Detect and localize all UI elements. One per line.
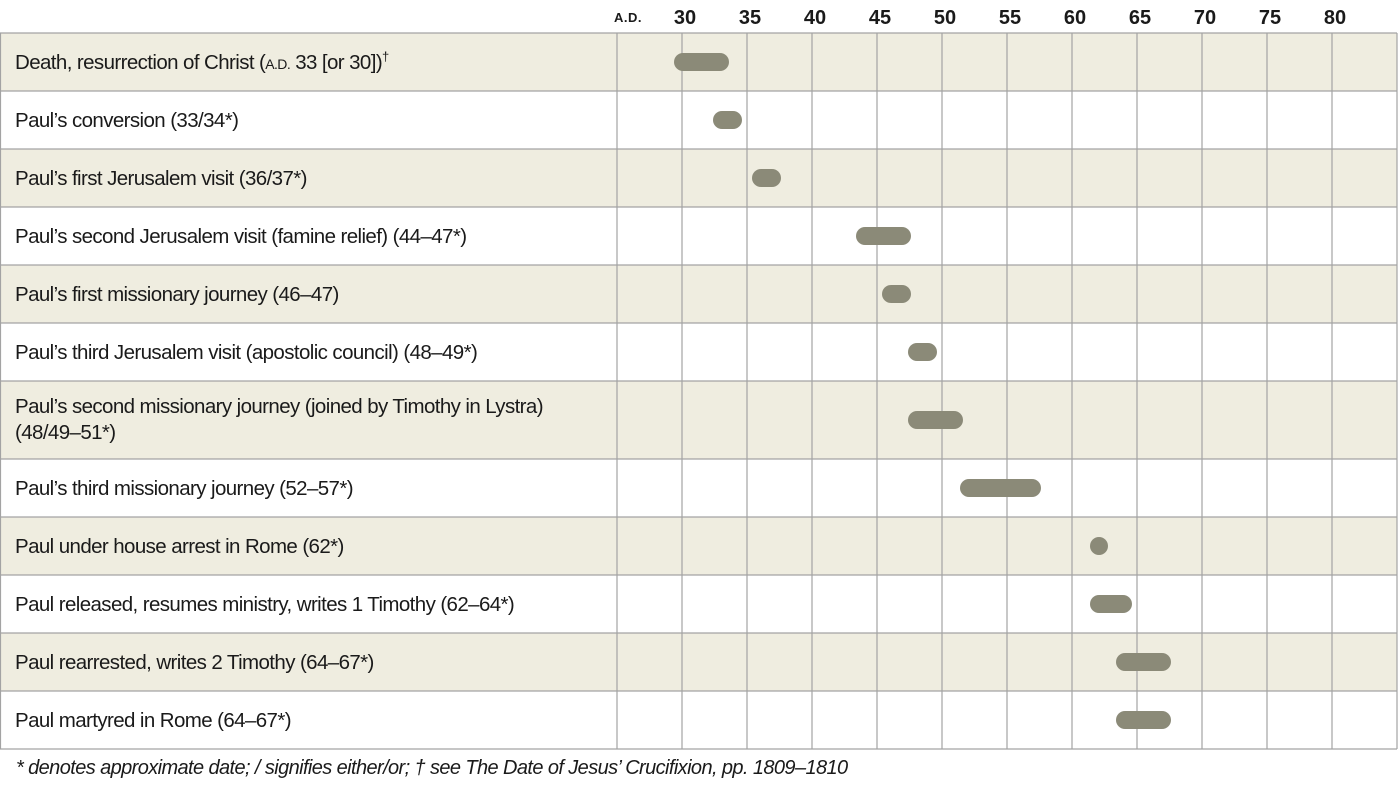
date-range-bar (1090, 595, 1132, 613)
tick-label: 75 (1259, 7, 1281, 29)
row-label: Paul’s conversion (33/34*) (15, 109, 238, 132)
row-label: Paul’s first missionary journey (46–47) (15, 283, 339, 306)
row-label: Paul’s third missionary journey (52–57*) (15, 477, 353, 500)
tick-label: 30 (674, 7, 696, 29)
date-range-bar (674, 53, 729, 71)
tick-label: 35 (739, 7, 761, 29)
row-background (0, 459, 1397, 517)
tick-label: 55 (999, 7, 1021, 29)
footnote: * denotes approximate date; / signifies … (16, 757, 848, 779)
row-label: Paul martyred in Rome (64–67*) (15, 709, 291, 732)
row-label: Death, resurrection of Christ (A.D. 33 [… (15, 49, 389, 74)
row-background (0, 575, 1397, 633)
row-label: Paul rearrested, writes 2 Timothy (64–67… (15, 651, 374, 674)
era-label: A.D. (614, 10, 642, 25)
row-background (0, 207, 1397, 265)
tick-label: 80 (1324, 7, 1346, 29)
row-label-continued: (48/49–51*) (15, 421, 116, 444)
date-range-bar (713, 111, 742, 129)
date-range-bar (856, 227, 911, 245)
date-range-bar (752, 169, 781, 187)
tick-label: 70 (1194, 7, 1216, 29)
tick-label: 65 (1129, 7, 1151, 29)
row-background (0, 265, 1397, 323)
date-range-bar (1116, 711, 1171, 729)
row-label: Paul’s third Jerusalem visit (apostolic … (15, 341, 477, 364)
row-label: Paul’s first Jerusalem visit (36/37*) (15, 167, 307, 190)
row-label: Paul’s second Jerusalem visit (famine re… (15, 225, 466, 248)
date-range-bar (908, 411, 963, 429)
row-background (0, 517, 1397, 575)
row-background (0, 149, 1397, 207)
row-background (0, 91, 1397, 149)
tick-label: 45 (869, 7, 891, 29)
row-label: Paul’s second missionary journey (joined… (15, 395, 543, 418)
date-range-bar (882, 285, 911, 303)
date-range-bar (960, 479, 1041, 497)
tick-label: 50 (934, 7, 956, 29)
date-range-bar (1090, 537, 1108, 555)
row-background (0, 323, 1397, 381)
date-range-bar (1116, 653, 1171, 671)
date-range-bar (908, 343, 937, 361)
row-label: Paul released, resumes ministry, writes … (15, 593, 514, 616)
tick-label: 40 (804, 7, 826, 29)
row-background (0, 381, 1397, 459)
row-label: Paul under house arrest in Rome (62*) (15, 535, 344, 558)
tick-label: 60 (1064, 7, 1086, 29)
